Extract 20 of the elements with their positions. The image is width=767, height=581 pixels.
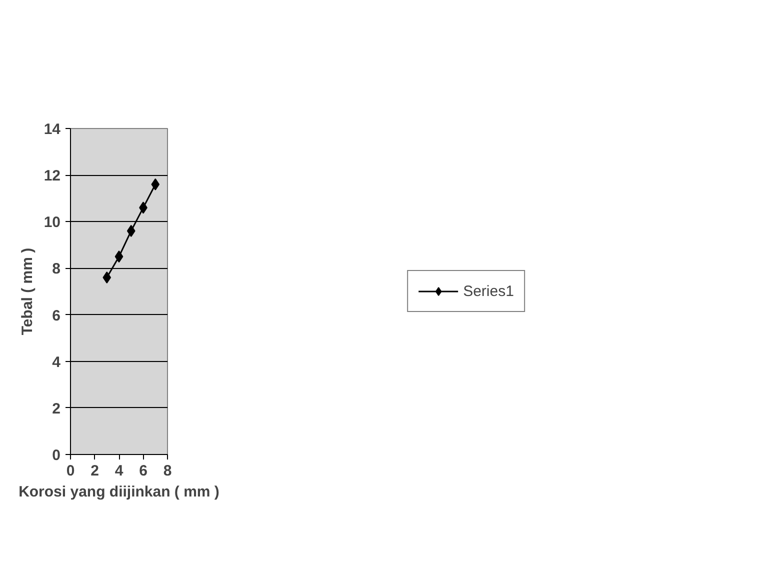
x-tick-label: 0 [66, 462, 75, 480]
y-tick-label: 10 [44, 214, 61, 232]
y-tick-label: 6 [52, 307, 60, 324]
y-tick-label: 0 [52, 447, 60, 464]
y-tick-label: 8 [52, 260, 60, 278]
y-axis-title: Tebal ( mm ) [18, 248, 36, 336]
x-tick-label: 6 [139, 462, 148, 480]
y-tick-label: 12 [44, 168, 61, 185]
x-tick-label: 4 [114, 462, 124, 480]
x-tick-label: 2 [90, 462, 99, 480]
point [151, 178, 160, 190]
y-tick-label: 4 [52, 354, 62, 371]
y-tick-label: 14 [44, 121, 62, 138]
x-tick-label: 8 [163, 462, 172, 480]
point [114, 250, 124, 263]
point [126, 224, 136, 237]
point [102, 272, 112, 284]
legend-label: Series1 [463, 282, 514, 300]
x-axis-title: Korosi yang diijinkan ( mm ) [18, 484, 220, 500]
y-tick-label: 2 [52, 400, 60, 418]
